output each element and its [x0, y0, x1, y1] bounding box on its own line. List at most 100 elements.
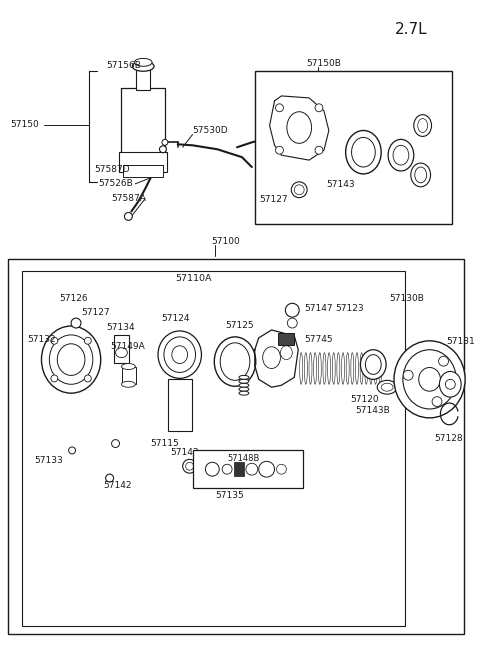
Circle shape — [315, 146, 323, 154]
Text: 57131: 57131 — [446, 337, 475, 346]
Ellipse shape — [41, 326, 101, 393]
Circle shape — [159, 146, 167, 153]
Ellipse shape — [360, 352, 363, 384]
Bar — [8, 259, 464, 634]
Circle shape — [315, 104, 323, 112]
Bar — [168, 379, 192, 431]
Text: 57147: 57147 — [304, 304, 333, 312]
Ellipse shape — [239, 379, 249, 383]
Text: 57143: 57143 — [326, 180, 355, 189]
Bar — [122, 367, 136, 384]
Circle shape — [445, 379, 455, 389]
Ellipse shape — [318, 352, 321, 384]
Ellipse shape — [351, 352, 354, 384]
Ellipse shape — [49, 335, 93, 384]
Circle shape — [222, 464, 232, 474]
Circle shape — [71, 318, 81, 328]
Circle shape — [111, 440, 120, 447]
Text: 57150: 57150 — [10, 120, 38, 129]
Ellipse shape — [313, 352, 317, 384]
Ellipse shape — [239, 391, 249, 395]
Text: 57142: 57142 — [104, 481, 132, 491]
Ellipse shape — [263, 346, 280, 369]
Text: 57123: 57123 — [336, 304, 364, 312]
Text: 57127: 57127 — [260, 195, 288, 204]
Circle shape — [84, 337, 91, 344]
Text: 57127: 57127 — [81, 308, 109, 317]
Bar — [114, 335, 130, 363]
Ellipse shape — [377, 381, 397, 394]
Circle shape — [51, 375, 58, 382]
Ellipse shape — [411, 163, 431, 187]
Ellipse shape — [419, 367, 441, 391]
Ellipse shape — [287, 112, 312, 143]
Circle shape — [276, 464, 287, 474]
Bar — [121, 88, 165, 157]
Text: 57148B: 57148B — [227, 454, 260, 463]
Circle shape — [291, 182, 307, 198]
Ellipse shape — [403, 350, 456, 409]
Polygon shape — [255, 330, 298, 387]
Bar — [255, 71, 452, 224]
Ellipse shape — [418, 119, 428, 132]
Ellipse shape — [158, 331, 202, 379]
Text: 57149A: 57149A — [110, 343, 145, 351]
Ellipse shape — [327, 352, 331, 384]
Ellipse shape — [239, 375, 249, 379]
Ellipse shape — [346, 130, 381, 174]
Circle shape — [246, 463, 258, 475]
Ellipse shape — [132, 62, 154, 71]
Text: 57125: 57125 — [225, 320, 254, 329]
Circle shape — [259, 461, 275, 477]
Ellipse shape — [365, 352, 368, 384]
Ellipse shape — [121, 364, 135, 369]
Text: 57143B: 57143B — [356, 407, 390, 415]
Ellipse shape — [323, 352, 326, 384]
Text: 57130B: 57130B — [389, 294, 424, 303]
Circle shape — [186, 462, 193, 470]
Ellipse shape — [356, 352, 359, 384]
Ellipse shape — [370, 352, 372, 384]
Circle shape — [276, 146, 283, 154]
Ellipse shape — [393, 145, 409, 165]
Ellipse shape — [121, 381, 135, 387]
Text: 57100: 57100 — [211, 236, 240, 246]
Circle shape — [286, 303, 299, 317]
Circle shape — [162, 140, 168, 145]
Circle shape — [51, 337, 58, 344]
Ellipse shape — [309, 352, 312, 384]
Ellipse shape — [365, 354, 381, 375]
Bar — [234, 462, 244, 476]
Ellipse shape — [374, 352, 377, 384]
Ellipse shape — [415, 167, 427, 183]
Ellipse shape — [220, 343, 250, 381]
Ellipse shape — [134, 58, 152, 66]
Ellipse shape — [239, 383, 249, 387]
Text: 57143: 57143 — [170, 448, 198, 457]
Text: 57124: 57124 — [161, 314, 190, 323]
Circle shape — [106, 474, 114, 482]
Circle shape — [69, 447, 75, 454]
Text: 57110A: 57110A — [176, 274, 212, 283]
Text: 2.7L: 2.7L — [395, 22, 428, 37]
Circle shape — [124, 212, 132, 220]
Text: 57134: 57134 — [107, 322, 135, 331]
Text: 57587D: 57587D — [94, 166, 130, 174]
Text: 57120: 57120 — [350, 394, 379, 403]
Ellipse shape — [440, 371, 461, 397]
Ellipse shape — [172, 346, 188, 364]
Text: 57135: 57135 — [215, 491, 244, 500]
Ellipse shape — [116, 348, 127, 358]
Circle shape — [205, 462, 219, 476]
Ellipse shape — [57, 344, 85, 375]
Ellipse shape — [360, 350, 386, 379]
Text: 57115: 57115 — [150, 439, 179, 448]
Text: 57126: 57126 — [59, 294, 88, 303]
Circle shape — [403, 370, 413, 380]
Ellipse shape — [388, 140, 414, 171]
Circle shape — [288, 318, 297, 328]
Circle shape — [276, 104, 283, 112]
Circle shape — [432, 397, 442, 407]
Text: 57133: 57133 — [35, 456, 63, 465]
Ellipse shape — [342, 352, 345, 384]
